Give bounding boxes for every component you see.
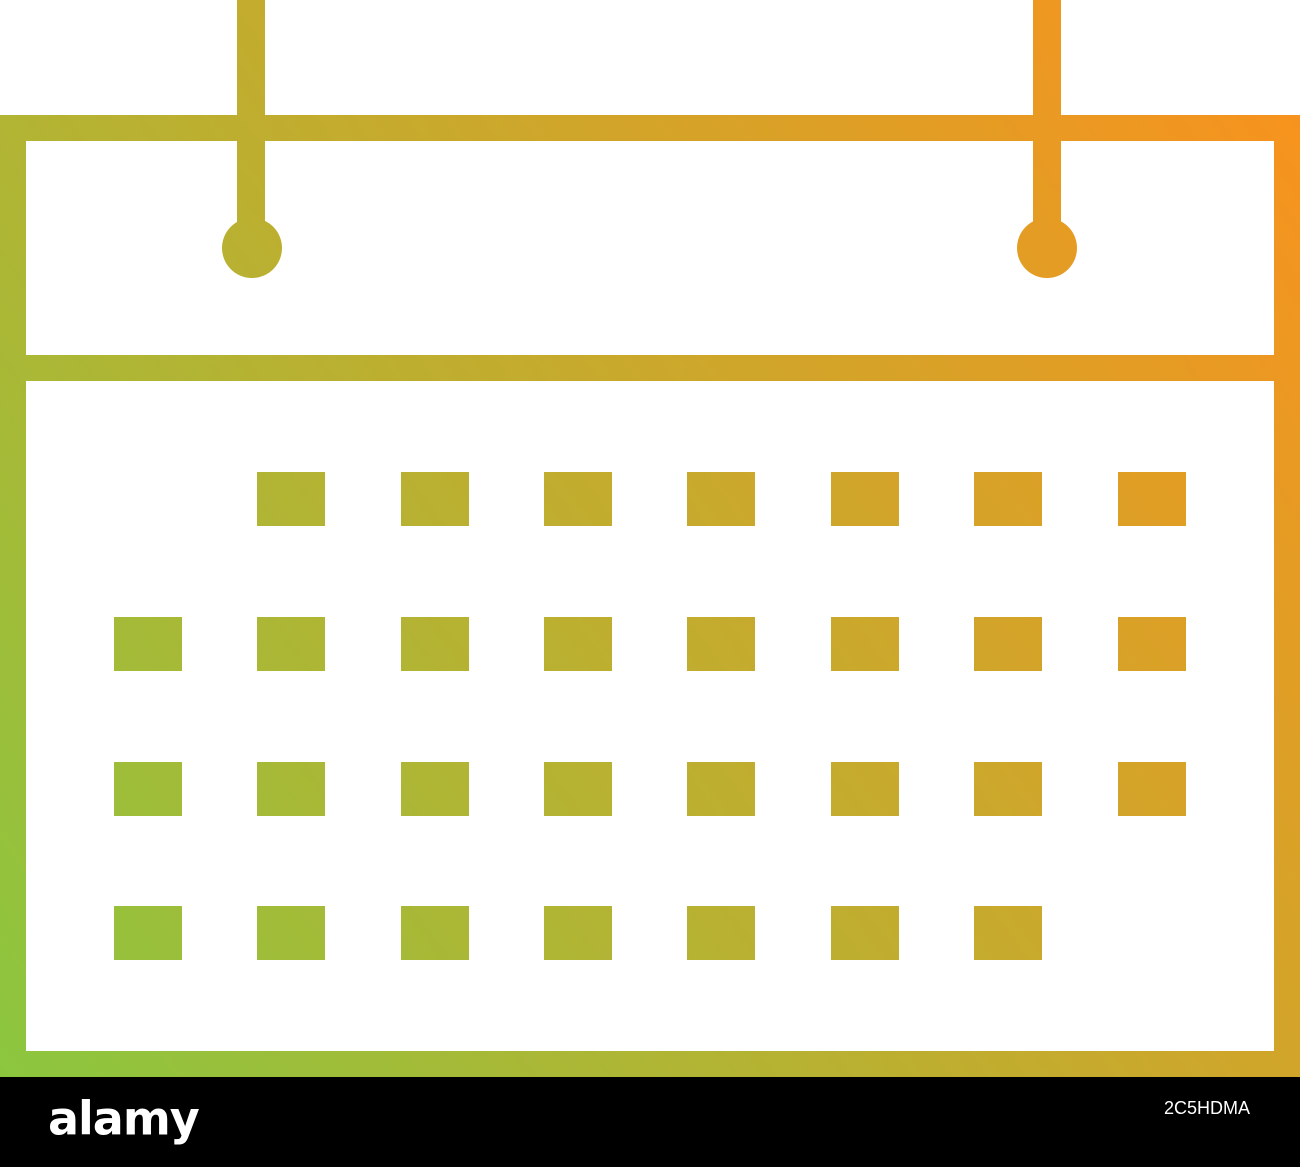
calendar-divider [0,355,1300,381]
day-cell [831,762,899,816]
day-cell [544,906,612,960]
day-cell [831,472,899,526]
day-cell [257,617,325,671]
day-cell [687,906,755,960]
day-cell [114,617,182,671]
day-cell [114,906,182,960]
day-cell [401,617,469,671]
day-cell [974,617,1042,671]
day-cell [1118,762,1186,816]
day-cell [257,906,325,960]
calendar-icon [0,0,1300,1077]
day-cell [1118,472,1186,526]
hook-right [1033,0,1061,240]
day-cell [974,906,1042,960]
day-cell [831,906,899,960]
day-grid [114,472,1186,960]
day-cell [401,762,469,816]
watermark-id: 2C5HDMA [1164,1098,1250,1118]
hook-left-ring [222,218,282,278]
day-cell [544,762,612,816]
day-cell [544,617,612,671]
calendar-frame [0,115,1300,1077]
day-cell [687,762,755,816]
day-cell [687,472,755,526]
day-cell [831,617,899,671]
day-cell [544,472,612,526]
day-cell [687,617,755,671]
hook-left [237,0,265,240]
hook-right-ring [1017,218,1077,278]
day-cell [1118,617,1186,671]
watermark-brand: alamy [48,1092,200,1146]
day-cell [401,472,469,526]
day-cell [974,472,1042,526]
day-cell [974,762,1042,816]
day-cell [257,762,325,816]
day-cell [114,762,182,816]
day-cell [401,906,469,960]
watermark-bar [0,1077,1300,1167]
day-cell [257,472,325,526]
